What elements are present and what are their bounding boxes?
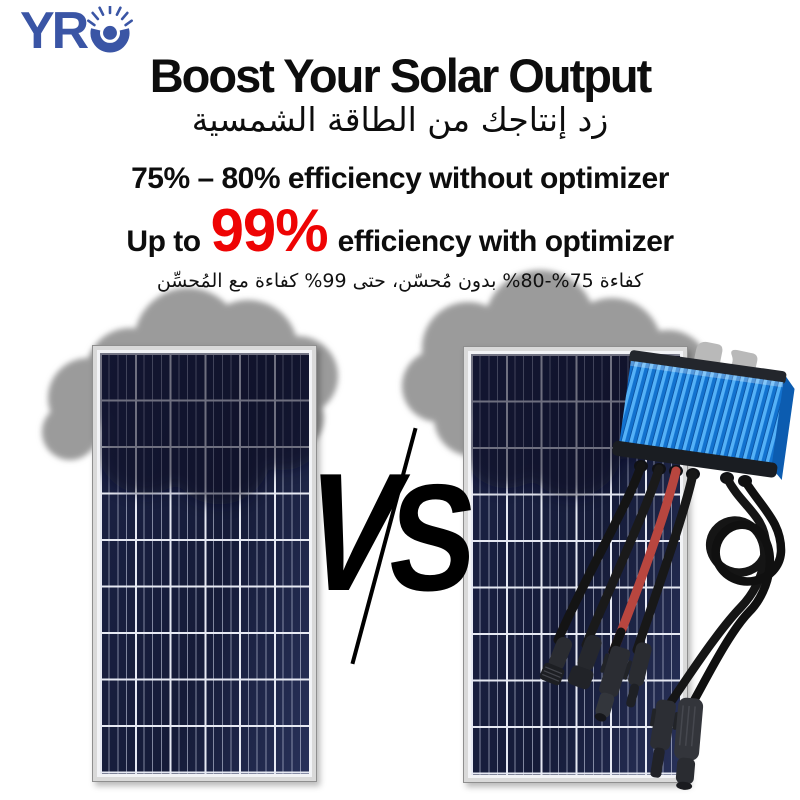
stat-prefix: Up to xyxy=(126,225,201,258)
connector-mc4-female xyxy=(594,645,632,722)
note-arabic: كفاءة 75%-80% بدون مُحسّن، حتى 99% كفاءة… xyxy=(156,270,644,292)
looped-cable xyxy=(679,476,786,723)
stat-highlight-99: 99% xyxy=(210,197,329,264)
connector-barrel xyxy=(567,635,602,690)
headline-arabic: زد إنتاجك من الطاقة الشمسية xyxy=(191,100,609,139)
stat-suffix: efficiency with optimizer xyxy=(337,225,674,258)
connector-mc4-male xyxy=(650,699,679,778)
stat-with-optimizer: Up to 99% efficiency with optimizer xyxy=(0,196,800,265)
brand-logo-text: YR xyxy=(20,2,89,60)
connector-mc4-female xyxy=(674,697,704,790)
connector-mc4-male xyxy=(626,642,652,708)
connector-barrel xyxy=(539,637,573,686)
headline: Boost Your Solar Output xyxy=(149,49,653,102)
brand-logo: YR xyxy=(20,4,136,58)
sun-icon xyxy=(87,6,134,53)
stat-without-optimizer: 75% – 80% efficiency without optimizer xyxy=(131,162,669,195)
mc4-connectors xyxy=(539,635,704,790)
